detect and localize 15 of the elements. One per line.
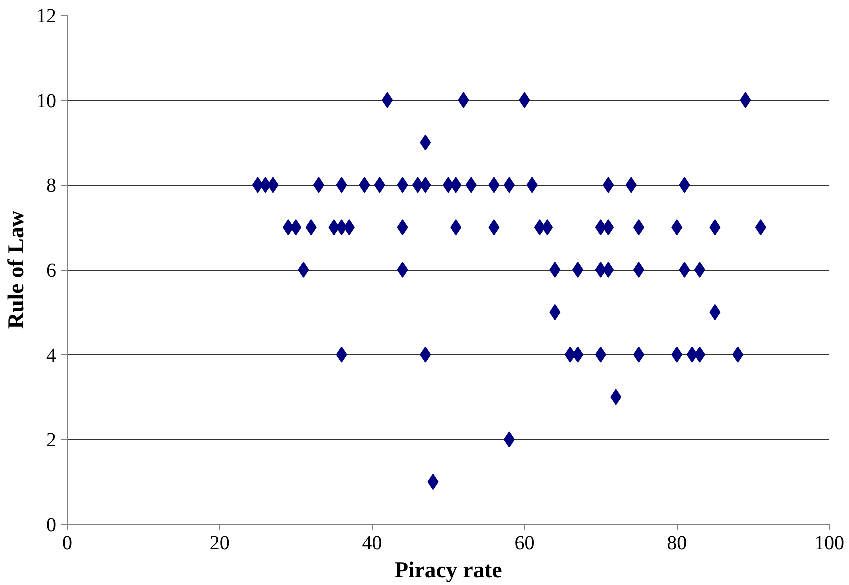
y-tick-label: 4 [46,344,56,367]
x-tick-label: 80 [667,532,688,554]
y-tick-label: 2 [46,430,56,452]
y-axis-title: Rule of Law [4,210,28,330]
y-tick-label: 8 [46,175,56,198]
x-tick-label: 0 [62,532,72,554]
y-tick-label: 0 [46,514,56,536]
x-tick-label: 40 [362,532,382,554]
y-tick-label: 6 [46,260,56,282]
y-tick-label: 12 [36,6,56,28]
x-tick-label: 60 [514,532,535,554]
x-axis-title: Piracy rate [394,558,502,582]
y-tick-label: 10 [36,90,56,112]
x-tick-label: 20 [210,532,230,554]
x-tick-label: 100 [814,532,844,554]
